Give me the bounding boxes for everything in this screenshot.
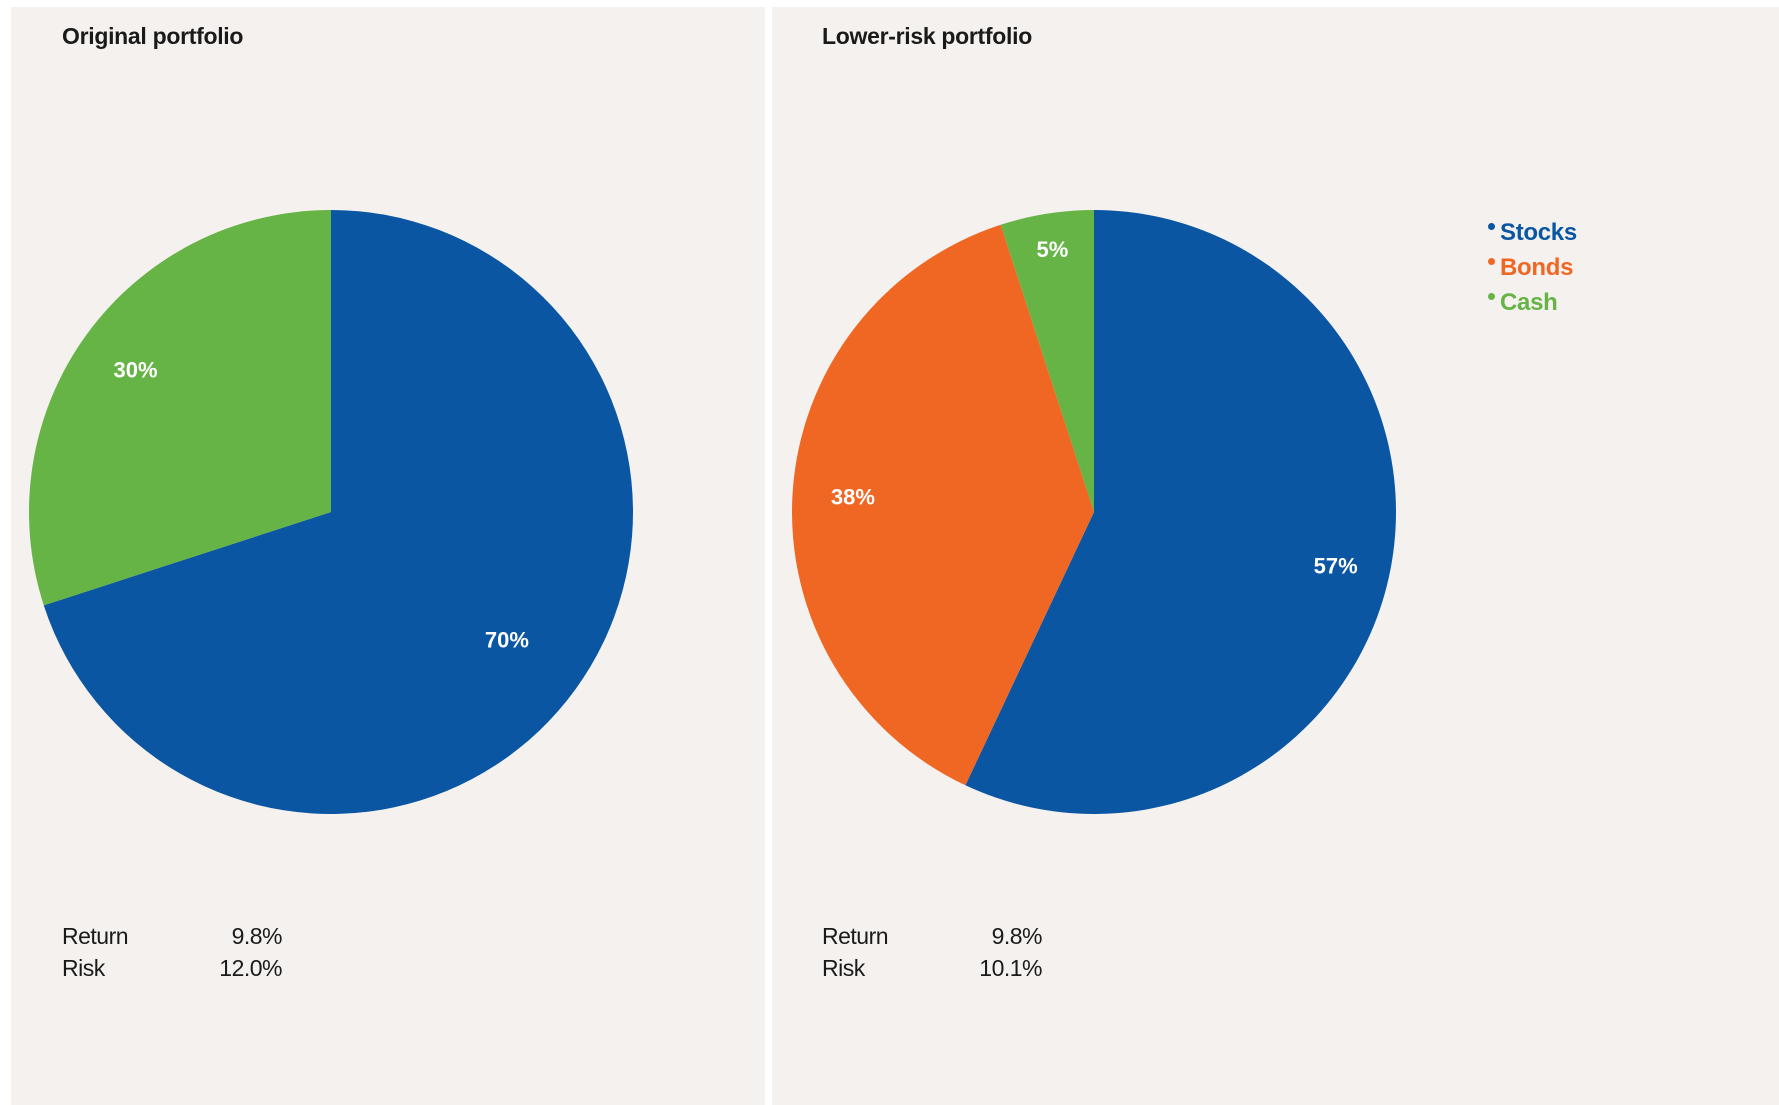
risk-value: 12.0% — [219, 955, 282, 981]
legend-dot-icon — [1488, 223, 1495, 231]
return-row: Return 9.8% — [62, 920, 283, 952]
lower-risk-portfolio-pie-chart: 57% 38% 5% — [791, 210, 1396, 814]
original-portfolio-title: Original portfolio — [62, 23, 244, 49]
legend-item-bonds: Bonds — [1488, 250, 1577, 285]
pie-slice-stocks — [965, 210, 1396, 814]
slice-label-cash: 5% — [1037, 237, 1069, 262]
legend-dot-icon — [1488, 258, 1495, 266]
pie-slice-bonds — [791, 224, 1094, 786]
legend-item-stocks: Stocks — [1488, 215, 1577, 250]
risk-row: Risk 12.0% — [62, 952, 282, 984]
lower-risk-portfolio-stats: Return 9.8% Risk 10.1% — [822, 920, 1043, 984]
slice-label-stocks: 57% — [1314, 554, 1358, 579]
legend-label: Cash — [1500, 289, 1558, 316]
original-portfolio-stats: Return 9.8% Risk 12.0% — [62, 920, 283, 984]
return-value: 9.8% — [991, 923, 1043, 949]
lower-risk-portfolio-panel: Lower-risk portfolio 57% 38% 5% Return 9.8… — [772, 7, 1779, 1105]
original-portfolio-pie-chart: 70% 30% — [29, 210, 634, 814]
risk-label: Risk — [62, 955, 105, 981]
return-row: Return 9.8% — [822, 920, 1043, 952]
pie-slice-stocks — [43, 210, 634, 814]
slice-label-bonds: 38% — [831, 484, 875, 509]
legend-item-cash: Cash — [1488, 285, 1577, 320]
return-label: Return — [62, 923, 129, 949]
risk-label: Risk — [822, 955, 865, 981]
original-portfolio-panel: Original portfolio 70% 30% Return 9.8% Ri… — [11, 7, 765, 1105]
legend-label: Bonds — [1500, 254, 1574, 281]
legend-dot-icon — [1488, 293, 1495, 301]
chart-legend: Stocks Bonds Cash — [1488, 215, 1577, 320]
lower-risk-portfolio-title: Lower-risk portfolio — [822, 23, 1032, 49]
return-label: Return — [822, 923, 889, 949]
risk-value: 10.1% — [979, 955, 1042, 981]
slice-label-stocks: 70% — [485, 627, 529, 652]
legend-label: Stocks — [1500, 219, 1577, 246]
risk-row: Risk 10.1% — [822, 952, 1042, 984]
return-value: 9.8% — [231, 923, 283, 949]
slice-label-cash: 30% — [113, 358, 157, 383]
pie-slice-cash — [1000, 210, 1094, 512]
pie-slice-cash — [29, 210, 332, 606]
